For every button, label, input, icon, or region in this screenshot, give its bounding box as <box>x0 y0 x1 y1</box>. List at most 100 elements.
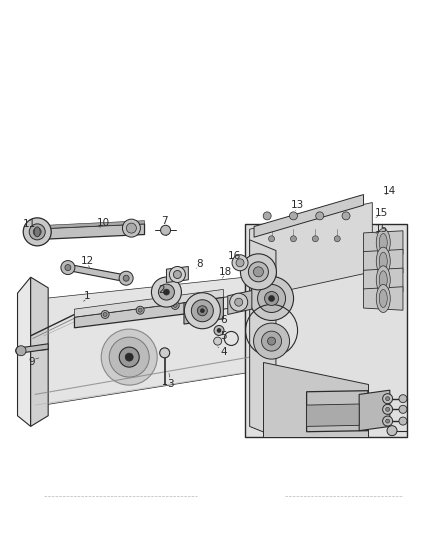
Polygon shape <box>18 344 48 353</box>
Circle shape <box>122 219 141 237</box>
Text: 13: 13 <box>291 200 304 210</box>
Circle shape <box>200 309 205 313</box>
Text: 4: 4 <box>220 347 227 357</box>
Text: 16: 16 <box>228 251 241 261</box>
Circle shape <box>385 407 390 411</box>
Polygon shape <box>61 265 131 280</box>
Circle shape <box>171 301 179 310</box>
Circle shape <box>385 419 390 423</box>
Circle shape <box>125 353 133 361</box>
Circle shape <box>387 426 397 435</box>
Circle shape <box>399 405 407 414</box>
Text: 6: 6 <box>220 315 227 325</box>
Text: 2: 2 <box>159 286 166 295</box>
Polygon shape <box>166 266 188 282</box>
Circle shape <box>290 236 297 242</box>
Circle shape <box>230 293 248 311</box>
Circle shape <box>254 323 290 359</box>
Circle shape <box>202 297 210 306</box>
Polygon shape <box>228 290 252 314</box>
Ellipse shape <box>379 271 387 289</box>
Circle shape <box>268 295 275 302</box>
Circle shape <box>263 212 271 220</box>
Polygon shape <box>250 240 276 437</box>
Circle shape <box>101 310 109 319</box>
Circle shape <box>65 264 71 271</box>
Ellipse shape <box>379 252 387 270</box>
Polygon shape <box>364 268 403 292</box>
Circle shape <box>290 212 297 220</box>
Ellipse shape <box>34 227 40 237</box>
Circle shape <box>170 266 185 282</box>
Text: 10: 10 <box>96 218 110 228</box>
Circle shape <box>250 277 293 320</box>
Circle shape <box>235 298 243 306</box>
Circle shape <box>254 267 263 277</box>
Circle shape <box>268 236 275 242</box>
Circle shape <box>236 259 244 267</box>
Circle shape <box>214 337 222 345</box>
Circle shape <box>265 292 279 305</box>
Circle shape <box>217 328 221 333</box>
Circle shape <box>127 223 136 233</box>
Circle shape <box>383 416 392 426</box>
Circle shape <box>385 397 390 401</box>
Circle shape <box>240 254 276 290</box>
Polygon shape <box>364 287 403 310</box>
Text: 12: 12 <box>81 256 94 266</box>
Circle shape <box>138 308 142 312</box>
Text: 14: 14 <box>383 186 396 196</box>
Polygon shape <box>31 221 145 229</box>
Circle shape <box>161 225 170 235</box>
Circle shape <box>61 261 75 274</box>
Circle shape <box>312 236 318 242</box>
Circle shape <box>159 284 174 300</box>
Polygon shape <box>31 224 145 240</box>
Circle shape <box>258 285 286 312</box>
Text: 18: 18 <box>219 267 232 277</box>
Circle shape <box>383 394 392 403</box>
Circle shape <box>16 346 26 356</box>
Polygon shape <box>307 391 368 432</box>
Circle shape <box>173 270 181 279</box>
Ellipse shape <box>376 229 390 256</box>
Circle shape <box>214 326 224 335</box>
Text: 9: 9 <box>28 358 35 367</box>
Polygon shape <box>184 297 223 324</box>
Text: 15: 15 <box>374 224 388 234</box>
Circle shape <box>383 405 392 414</box>
Circle shape <box>163 289 170 295</box>
Text: 11: 11 <box>23 219 36 229</box>
Circle shape <box>342 212 350 220</box>
Circle shape <box>248 262 268 282</box>
Circle shape <box>399 417 407 425</box>
Circle shape <box>152 277 181 307</box>
Circle shape <box>119 347 139 367</box>
Polygon shape <box>74 289 223 317</box>
Circle shape <box>16 346 24 355</box>
Ellipse shape <box>376 247 390 275</box>
Text: 15: 15 <box>374 208 388 218</box>
Circle shape <box>334 236 340 242</box>
Polygon shape <box>263 362 368 437</box>
Circle shape <box>316 212 324 220</box>
Polygon shape <box>245 224 407 437</box>
Polygon shape <box>74 297 223 328</box>
Polygon shape <box>250 203 372 298</box>
Polygon shape <box>364 249 403 273</box>
Circle shape <box>173 303 177 308</box>
Circle shape <box>204 300 208 304</box>
Circle shape <box>261 331 282 351</box>
Circle shape <box>136 306 144 314</box>
Circle shape <box>123 275 129 281</box>
Polygon shape <box>18 277 31 426</box>
Circle shape <box>23 218 51 246</box>
Polygon shape <box>359 390 390 431</box>
Circle shape <box>18 349 22 353</box>
Text: 1: 1 <box>84 291 91 301</box>
Circle shape <box>198 306 207 316</box>
Circle shape <box>184 293 220 329</box>
Ellipse shape <box>376 266 390 294</box>
Circle shape <box>33 228 41 236</box>
Text: 5: 5 <box>220 331 227 341</box>
